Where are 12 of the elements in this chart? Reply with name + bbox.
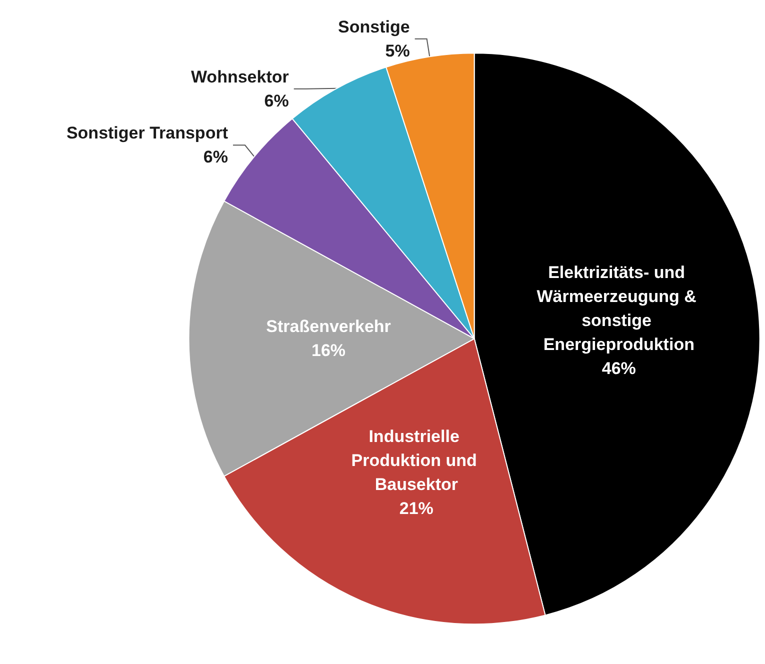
data-label: 21% [399, 498, 434, 518]
data-label: 46% [602, 358, 636, 378]
slice-label: Industrielle Produktion und Bausektor [351, 426, 482, 494]
slice-label: Sonstige [338, 17, 410, 36]
slice-label: Elektrizitäts- und Wärmeerzeugung & sonstige Energieproduktion [536, 262, 702, 354]
slice-label: Wohnsektor [190, 67, 290, 86]
data-label: 16% [312, 341, 346, 360]
slice-label: Straßenverkehr [266, 317, 392, 336]
data-label: 6% [203, 148, 228, 167]
slice-label: Sonstiger Transport [66, 124, 228, 143]
data-label: 5% [385, 41, 410, 60]
data-label: 6% [264, 91, 289, 110]
